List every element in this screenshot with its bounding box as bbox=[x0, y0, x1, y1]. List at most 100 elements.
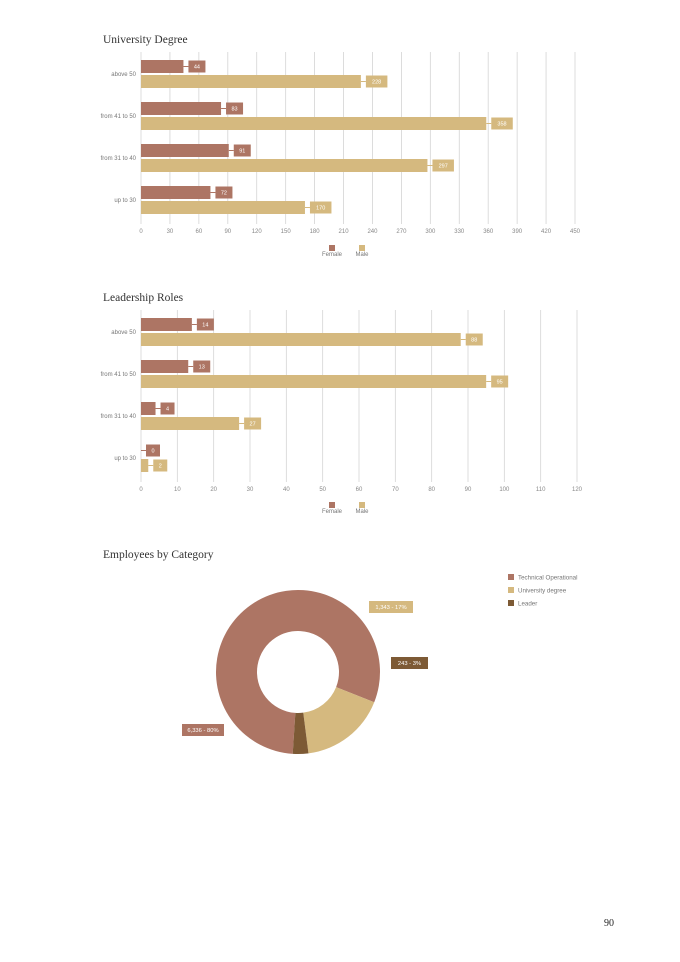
chart2-data-label-box bbox=[146, 444, 160, 457]
chart1-legend-label: Female bbox=[322, 252, 343, 258]
chart2-tick-label: 80 bbox=[428, 487, 435, 493]
chart1-data-label-box bbox=[432, 159, 454, 172]
chart3-slice-technical-operational bbox=[216, 589, 381, 754]
chart2-data-label: 88 bbox=[471, 338, 477, 344]
chart2-data-label: 14 bbox=[202, 323, 208, 329]
chart2-tick-label: 0 bbox=[139, 487, 143, 493]
chart1-tick-label: 120 bbox=[252, 229, 263, 235]
chart2-bar-male bbox=[141, 417, 240, 430]
chart1-category-label: up to 30 bbox=[114, 198, 136, 204]
chart2-bar-male bbox=[141, 459, 149, 472]
chart2-category-label: up to 30 bbox=[114, 456, 136, 462]
chart1-data-label: 72 bbox=[221, 191, 227, 197]
chart2-data-label: 13 bbox=[199, 365, 205, 371]
chart1-tick-label: 60 bbox=[196, 229, 203, 235]
chart2-tick-label: 100 bbox=[499, 487, 510, 493]
chart1-legend-swatch-male bbox=[359, 245, 365, 251]
chart1-tick-label: 150 bbox=[281, 229, 292, 235]
chart2-tick-label: 20 bbox=[210, 487, 217, 493]
chart2-legend-swatch-male bbox=[359, 502, 365, 508]
chart1-tick-label: 0 bbox=[139, 229, 143, 235]
chart1-tick-label: 180 bbox=[310, 229, 321, 235]
chart3-data-label-box bbox=[369, 601, 413, 613]
chart2-category-label: above 50 bbox=[111, 330, 136, 336]
chart1-data-label: 91 bbox=[239, 149, 245, 155]
chart2-tick-label: 110 bbox=[536, 487, 546, 493]
chart2-data-label-box bbox=[196, 318, 214, 331]
chart1-tick-label: 30 bbox=[167, 229, 174, 235]
chart2-data-label: 4 bbox=[166, 407, 169, 413]
chart2-data-label-box bbox=[244, 417, 262, 430]
chart1-tick-label: 390 bbox=[512, 229, 523, 235]
chart2-data-label: 0 bbox=[151, 449, 154, 455]
chart3-legend-label: Leader bbox=[518, 601, 537, 608]
chart1-bar-male bbox=[141, 117, 487, 130]
chart1-bar-male bbox=[141, 75, 361, 88]
chart2-tick-label: 10 bbox=[174, 487, 181, 493]
chart1-bar-male bbox=[141, 201, 305, 214]
chart1-title: University Degree bbox=[103, 34, 188, 46]
chart1-data-label-box bbox=[309, 201, 332, 214]
chart3-legend-label: Technical Operational bbox=[518, 575, 578, 582]
chart1-data-label: 83 bbox=[231, 107, 237, 113]
chart1-data-label-box bbox=[226, 102, 244, 115]
chart1-tick-label: 330 bbox=[454, 229, 465, 235]
chart1-tick-label: 300 bbox=[425, 229, 436, 235]
chart1-tick-label: 420 bbox=[541, 229, 552, 235]
chart2-tick-label: 120 bbox=[572, 487, 583, 493]
chart2-bar-female bbox=[141, 402, 156, 415]
chart3-data-label: 6,336 - 80% bbox=[187, 728, 218, 734]
chart2-data-label-box bbox=[193, 360, 211, 373]
chart1-data-label: 44 bbox=[194, 65, 200, 71]
chart3-slice-leader bbox=[292, 712, 309, 754]
chart1-tick-label: 240 bbox=[367, 229, 378, 235]
chart3-data-label-box bbox=[391, 657, 428, 669]
chart1-bar-female bbox=[141, 186, 211, 199]
chart2-data-label-box bbox=[465, 333, 483, 346]
chart1-data-label: 358 bbox=[497, 122, 506, 128]
chart1-category-label: above 50 bbox=[111, 72, 136, 78]
chart2-bar-female bbox=[141, 318, 192, 331]
chart1-tick-label: 270 bbox=[396, 229, 407, 235]
chart3-legend-swatch bbox=[508, 600, 514, 606]
chart1-legend-swatch-female bbox=[329, 245, 335, 251]
chart2-tick-label: 60 bbox=[356, 487, 363, 493]
chart1-tick-label: 210 bbox=[339, 229, 350, 235]
chart2-data-label-box bbox=[491, 375, 509, 388]
chart2-tick-label: 30 bbox=[247, 487, 254, 493]
chart1-legend-label: Male bbox=[355, 252, 369, 258]
chart1-tick-label: 450 bbox=[570, 229, 581, 235]
chart1-data-label-box bbox=[188, 60, 206, 73]
chart2-data-label-box bbox=[153, 459, 168, 472]
chart2-category-label: from 31 to 40 bbox=[101, 414, 137, 420]
chart1-bar-female bbox=[141, 144, 229, 157]
chart1-tick-label: 360 bbox=[483, 229, 494, 235]
chart3-legend-swatch bbox=[508, 587, 514, 593]
chart3-data-label-box bbox=[182, 724, 224, 736]
chart1-category-label: from 31 to 40 bbox=[101, 156, 137, 162]
chart2-legend-label: Male bbox=[355, 509, 369, 515]
chart2-bar-male bbox=[141, 375, 487, 388]
chart2-data-label: 2 bbox=[159, 464, 162, 470]
chart1-bar-female bbox=[141, 60, 184, 73]
chart2-category-label: from 41 to 50 bbox=[101, 372, 137, 378]
chart1-data-label: 297 bbox=[439, 164, 448, 170]
chart2-bar-male bbox=[141, 333, 461, 346]
chart3-legend-swatch bbox=[508, 574, 514, 580]
chart1-data-label-box bbox=[233, 144, 251, 157]
chart2-title: Leadership Roles bbox=[103, 292, 184, 304]
chart2-data-label: 95 bbox=[497, 380, 503, 386]
chart3-data-label: 243 - 3% bbox=[398, 661, 421, 667]
chart2-legend-label: Female bbox=[322, 509, 343, 515]
chart1-data-label-box bbox=[365, 75, 388, 88]
chart2-bar-female bbox=[141, 360, 189, 373]
chart2-tick-label: 90 bbox=[465, 487, 472, 493]
chart2-tick-label: 50 bbox=[319, 487, 326, 493]
chart3-title: Employees by Category bbox=[103, 549, 214, 561]
chart1-data-label-box bbox=[215, 186, 233, 199]
chart3-data-label: 1,343 - 17% bbox=[375, 605, 406, 611]
chart2-data-label-box bbox=[160, 402, 175, 415]
page-number: 90 bbox=[604, 918, 614, 929]
chart2-data-label: 27 bbox=[250, 422, 256, 428]
